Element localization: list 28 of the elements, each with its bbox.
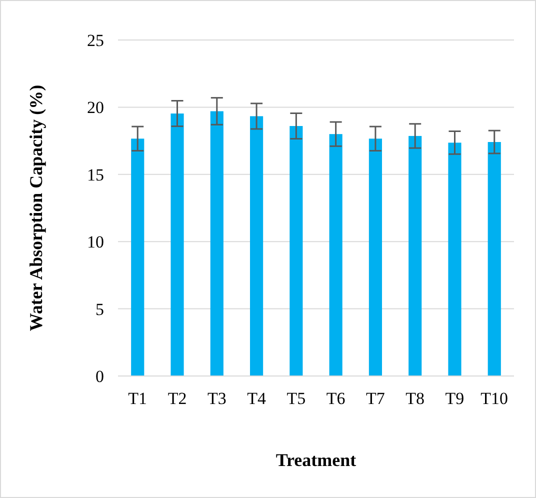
x-tick-label: T8 <box>406 389 425 408</box>
x-tick-label: T3 <box>207 389 226 408</box>
x-tick-label: T2 <box>168 389 187 408</box>
bar <box>210 111 224 376</box>
y-tick-label: 15 <box>87 165 104 184</box>
bar <box>329 134 342 376</box>
bar <box>290 126 303 376</box>
bar <box>408 136 422 376</box>
y-tick-label: 0 <box>96 366 104 386</box>
x-tick-label: T9 <box>445 389 464 408</box>
bar <box>250 116 264 376</box>
bar <box>170 114 184 376</box>
x-axis-title: Treatment <box>276 450 356 470</box>
x-tick-label: T5 <box>286 389 306 408</box>
x-tick-label: T6 <box>326 389 346 408</box>
y-tick-label: 5 <box>96 300 104 319</box>
bar <box>368 138 382 376</box>
y-tick-label: 25 <box>87 30 104 50</box>
bar <box>488 142 501 376</box>
y-tick-label: 10 <box>87 232 104 252</box>
x-tick-label: T7 <box>366 389 386 408</box>
y-axis-title: Water Absorption Capacity (%) <box>26 84 46 332</box>
bar <box>131 138 144 376</box>
x-tick-label: T1 <box>128 389 148 408</box>
x-tick-label: T10 <box>480 389 508 408</box>
bar <box>448 142 462 376</box>
x-tick-label: T4 <box>247 389 266 408</box>
y-tick-label: 20 <box>87 98 104 118</box>
